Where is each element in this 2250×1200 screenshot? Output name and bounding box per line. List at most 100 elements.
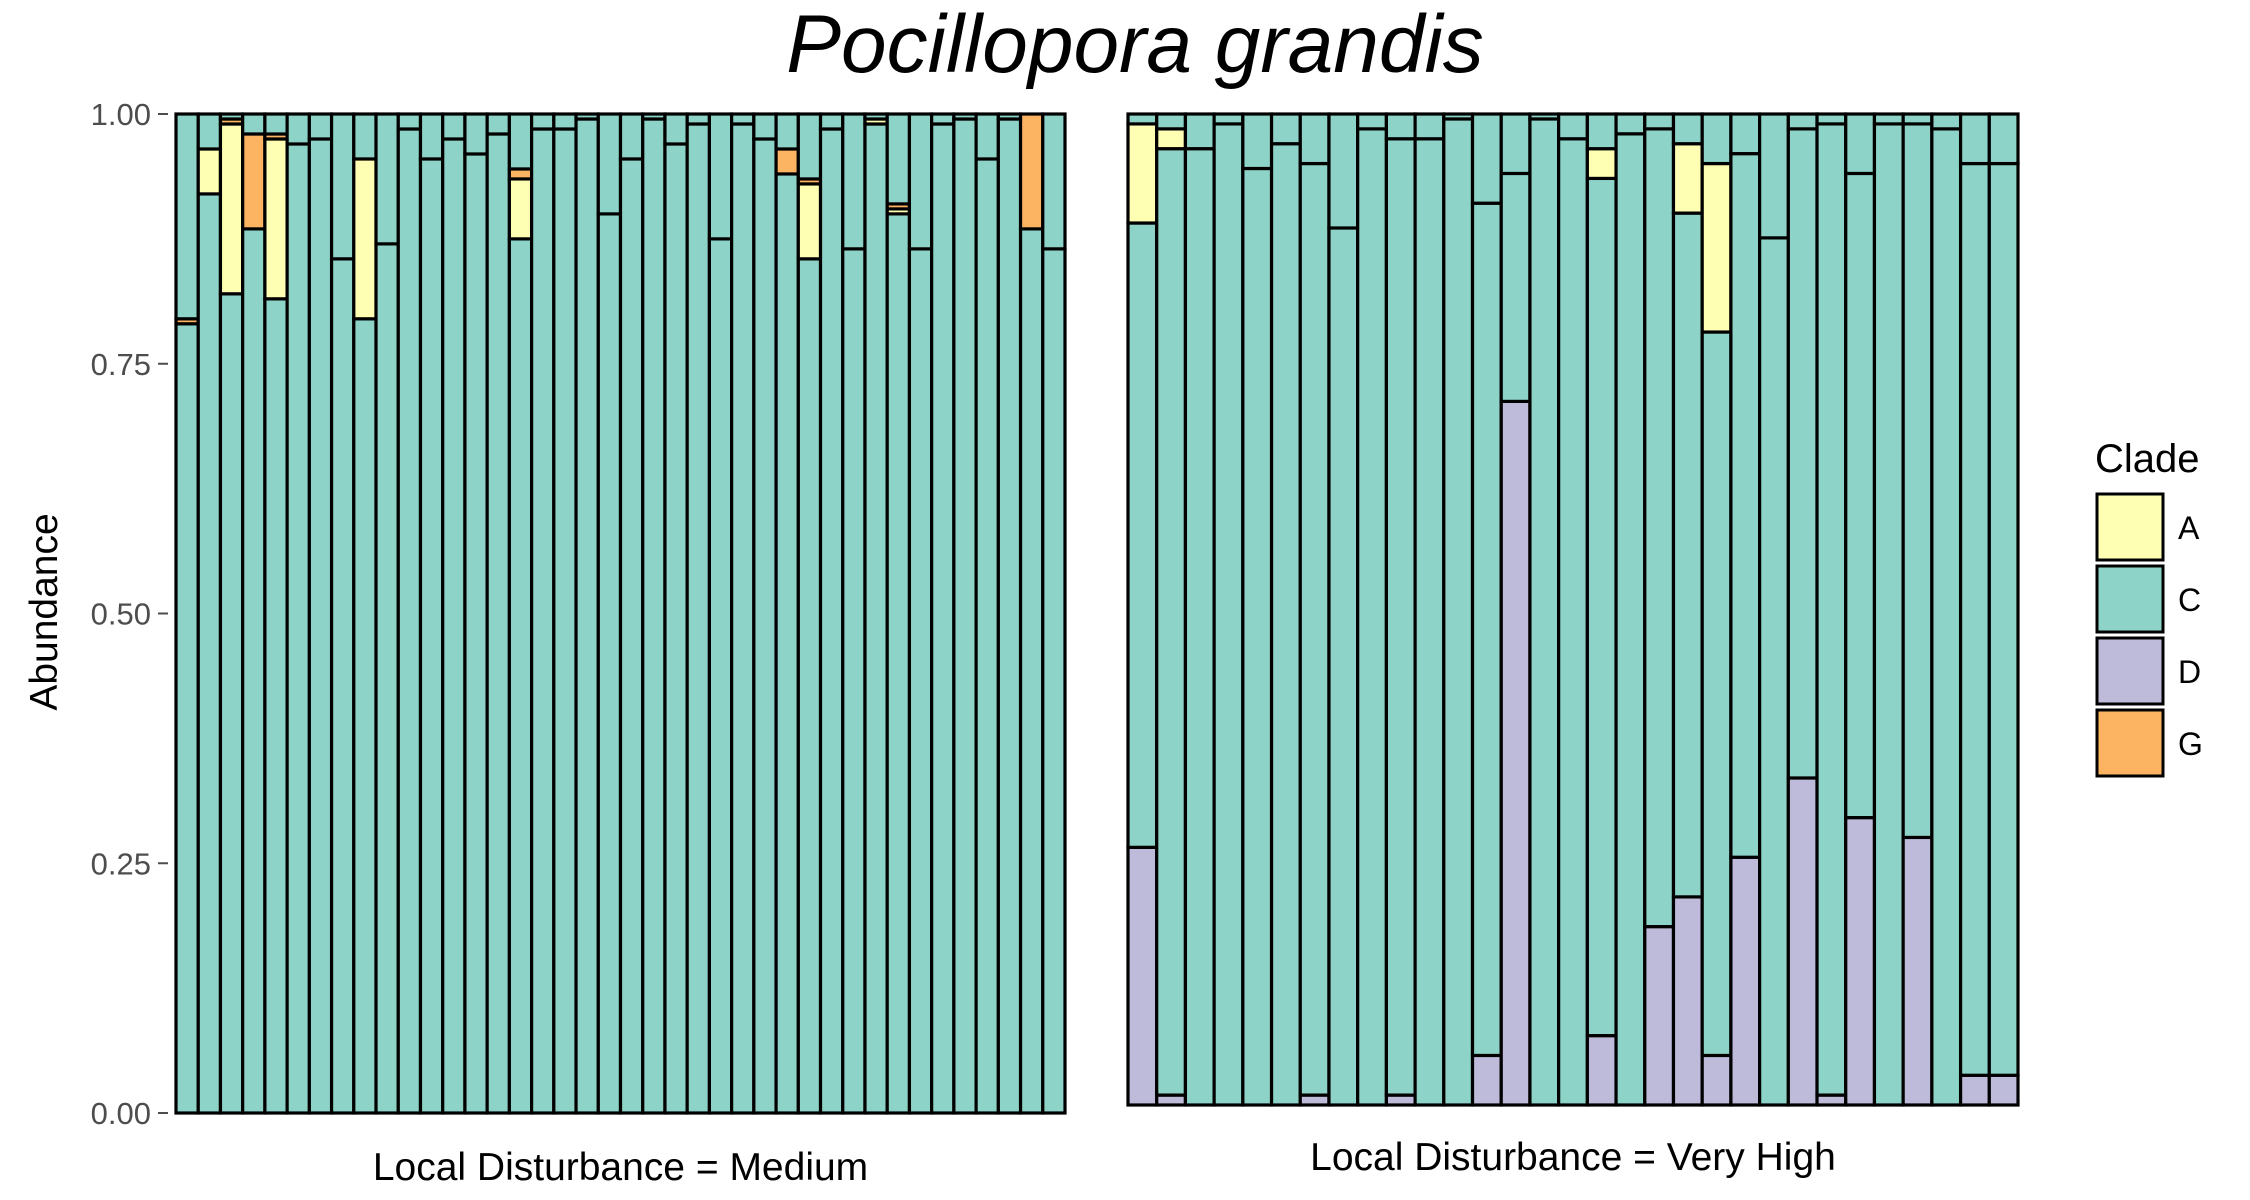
bar-segment-C — [307, 137, 334, 1115]
bar-segment-C — [1183, 147, 1216, 1107]
stacked-bar — [552, 112, 578, 1115]
bar-segment-C — [974, 157, 1000, 1115]
bar-segment-C — [1585, 112, 1618, 151]
y-tick-label: 0.50 — [91, 597, 151, 632]
stacked-bar — [1126, 112, 1159, 1107]
bar-segment-C — [1671, 211, 1704, 899]
stacked-bar — [774, 112, 800, 1115]
bar-segment-D — [1499, 399, 1532, 1107]
bar-segment-C — [618, 112, 645, 161]
stacked-bar — [1041, 112, 1067, 1115]
y-axis-title: Abundance — [23, 513, 66, 710]
bar-segment-C — [1614, 112, 1647, 136]
bar-segment-C — [1356, 112, 1388, 131]
bar-segment-C — [1155, 147, 1188, 1097]
stacked-bar — [1212, 112, 1245, 1107]
bar-segment-C — [1212, 122, 1245, 1107]
stacked-bar — [730, 112, 756, 1115]
bar-segment-C — [841, 112, 867, 251]
stacked-bar — [1356, 112, 1388, 1107]
bar-segment-C — [796, 257, 823, 1115]
bar-segment-C — [285, 142, 311, 1115]
bar-segment-C — [1844, 171, 1877, 820]
bar-segment-C — [641, 117, 667, 1115]
stacked-bar — [263, 112, 289, 1115]
stacked-bar — [218, 112, 245, 1115]
bar-segment-C — [1442, 117, 1475, 1107]
stacked-bar — [574, 112, 600, 1115]
stacked-bar — [1930, 112, 1963, 1107]
bar-segment-C — [352, 112, 378, 161]
bar-segment-A — [1671, 142, 1704, 215]
bar-segment-C — [307, 112, 334, 141]
bar-segment-C — [663, 142, 689, 1115]
bar-segment-C — [596, 112, 623, 216]
bar-segment-C — [196, 192, 223, 1115]
bar-segment-C — [1930, 127, 1963, 1107]
stacked-bar — [507, 112, 534, 1115]
stacked-bar — [374, 112, 400, 1115]
bar-segment-C — [1729, 112, 1762, 156]
bar-segment-C — [1269, 142, 1302, 1107]
bar-segment-C — [1643, 127, 1676, 929]
panel-1: Local Disturbance = Medium — [174, 112, 1067, 1189]
bar-segment-C — [996, 117, 1023, 1115]
bar-segment-C — [907, 112, 934, 251]
bar-segment-C — [818, 127, 845, 1115]
bar-segment-C — [1384, 112, 1417, 141]
stacked-bar — [441, 112, 467, 1115]
bar-segment-C — [1327, 112, 1360, 230]
stacked-bar — [663, 112, 689, 1115]
legend-label-D: D — [2178, 654, 2201, 690]
bar-segment-D — [1958, 1073, 1991, 1107]
bar-segment-C — [1041, 112, 1067, 251]
stacked-bar — [596, 112, 623, 1115]
bar-segment-C — [263, 297, 289, 1115]
bar-segment-C — [1614, 132, 1647, 1107]
bar-segment-C — [396, 112, 423, 131]
stacked-bar — [641, 112, 667, 1115]
bar-segment-A — [1155, 127, 1188, 151]
bar-segment-C — [1269, 112, 1302, 146]
bar-segment-C — [1815, 122, 1848, 1097]
stacked-bar — [307, 112, 334, 1115]
bar-segment-C — [263, 112, 289, 136]
bar-segment-A — [352, 157, 378, 321]
bar-segment-C — [1671, 112, 1704, 146]
bar-segment-C — [1930, 112, 1963, 131]
bar-segment-C — [1499, 112, 1532, 176]
stacked-bar — [930, 112, 956, 1115]
bar-segment-C — [752, 112, 778, 141]
bar-segment-D — [1987, 1073, 2020, 1107]
bar-segment-C — [1700, 112, 1733, 166]
stacked-bar — [485, 112, 511, 1115]
stacked-bar — [396, 112, 423, 1115]
bar-segment-C — [796, 112, 823, 181]
bar-segment-C — [507, 237, 534, 1115]
stacked-bar — [1700, 112, 1733, 1107]
bar-segment-C — [1901, 122, 1934, 840]
bar-segment-C — [885, 112, 912, 206]
panel-border — [1126, 112, 2020, 1107]
bar-segment-C — [1241, 166, 1274, 1107]
stacked-bar — [1786, 112, 1819, 1107]
bar-segment-C — [1041, 247, 1067, 1115]
stacked-bar — [1987, 112, 2020, 1107]
stacked-bar — [707, 112, 734, 1115]
bar-segment-C — [1155, 112, 1188, 131]
bar-segment-C — [1758, 112, 1790, 240]
bar-segment-C — [1987, 112, 2020, 166]
bar-segment-C — [752, 137, 778, 1115]
bar-segment-C — [1844, 112, 1877, 176]
bar-segment-C — [1241, 112, 1274, 171]
bar-segment-C — [374, 242, 400, 1115]
bar-segment-C — [174, 322, 200, 1115]
bar-segment-C — [396, 127, 423, 1115]
bar-segment-C — [974, 112, 1000, 161]
bar-segment-C — [174, 112, 200, 321]
bar-segment-A — [196, 147, 223, 196]
bar-segment-C — [352, 317, 378, 1115]
bar-segment-C — [485, 112, 511, 136]
bar-segment-C — [463, 112, 489, 156]
